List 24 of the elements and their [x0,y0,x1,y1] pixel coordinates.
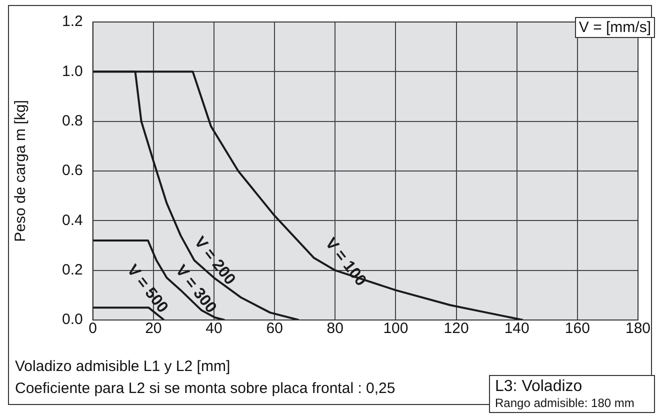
y-tick-label: 1.2 [62,13,83,30]
x-tick-label: 20 [145,320,162,338]
x-tick-label: 120 [444,320,469,338]
y-tick-label: 0.8 [62,112,83,130]
x-tick-label: 40 [206,320,222,338]
text: V = 500 [123,262,172,316]
y-tick-label: 0.6 [62,162,83,180]
text: Coeficiente para L2 si se monta sobre placa frontal : 0,25 [15,380,396,397]
y-tick-label: 0.0 [62,311,83,328]
x-tick-label: 180 [625,320,651,338]
x-tick-label: 80 [326,320,344,338]
x-tick-label: 100 [383,320,408,338]
x-tick-label: 0 [88,320,98,338]
x-tick-label: 60 [266,320,283,338]
text: L3: Voladizo [495,378,584,396]
text: Rango admisible: 180 mm [495,396,636,410]
annotation: V = [mm/s] [574,17,655,38]
x-tick-label: 160 [564,320,590,338]
y-tick-label: 0.2 [62,261,83,278]
y-tick-label: 0.4 [62,212,83,229]
y-tick-label: 1.0 [62,62,83,80]
x-axis-title: Voladizo admisible L1 y L2 [mm] [15,358,230,375]
x-tick-label: 140 [504,320,530,338]
y-axis-title: Peso de carga m [kg] [12,100,30,242]
